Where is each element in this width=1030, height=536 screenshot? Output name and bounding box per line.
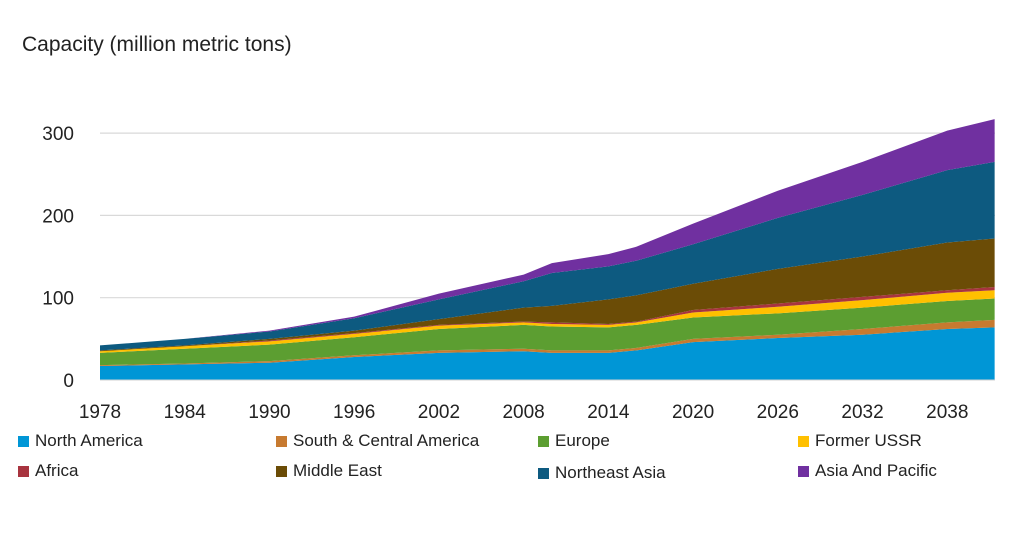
x-tick-label: 2014 (587, 402, 630, 423)
y-tick-label: 300 (42, 124, 74, 145)
legend-swatch (276, 435, 287, 447)
legend-item: Former USSR (798, 431, 922, 451)
area-middle-east (100, 238, 995, 352)
y-tick-label: 200 (42, 206, 74, 227)
legend-item: South & Central America (276, 431, 479, 451)
legend-label: Former USSR (815, 431, 922, 450)
area-northeast-asia (100, 161, 995, 351)
area-former-ussr (100, 290, 995, 353)
legend-swatch (538, 435, 549, 447)
x-tick-label: 1996 (333, 402, 375, 423)
legend-item: Europe (538, 431, 610, 451)
legend-swatch (798, 435, 809, 447)
legend-label: Asia And Pacific (815, 461, 937, 480)
legend-swatch (798, 465, 809, 477)
chart-title: Capacity (million metric tons) (22, 33, 292, 56)
legend-item: Africa (18, 461, 78, 481)
y-tick-label: 100 (42, 289, 74, 310)
legend-label: Europe (555, 431, 610, 450)
legend-label: Africa (35, 461, 79, 480)
legend-item: Asia And Pacific (798, 461, 937, 481)
legend-swatch (18, 465, 29, 477)
x-tick-label: 1984 (164, 402, 207, 423)
legend-item: North America (18, 431, 143, 451)
x-tick-label: 2026 (757, 402, 799, 423)
legend-label: Middle East (293, 461, 382, 480)
legend-item: Middle East (276, 461, 382, 481)
legend-swatch (18, 435, 29, 447)
x-tick-label: 1990 (248, 402, 290, 423)
legend-label: Northeast Asia (555, 463, 666, 482)
legend-swatch (538, 467, 549, 479)
x-tick-label: 2008 (502, 402, 544, 423)
legend-swatch (276, 465, 287, 477)
x-tick-label: 2038 (926, 402, 968, 423)
legend-label: South & Central America (293, 431, 480, 450)
y-tick-label: 0 (63, 371, 74, 392)
area-north-america (100, 327, 995, 380)
x-tick-label: 2020 (672, 402, 714, 423)
legend-label: North America (35, 431, 143, 450)
x-tick-label: 2002 (418, 402, 460, 423)
legend-item: Northeast Asia (538, 463, 666, 483)
x-tick-label: 1978 (79, 402, 121, 423)
x-tick-label: 2032 (841, 402, 883, 423)
area-europe (100, 298, 995, 366)
